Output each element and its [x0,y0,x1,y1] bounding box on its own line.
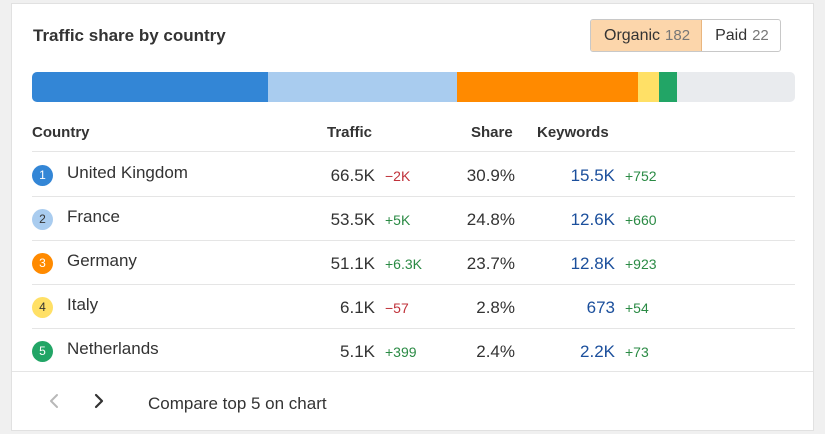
share-bar-segment[interactable] [32,72,268,102]
table-header: Country Traffic Share Keywords [32,120,795,152]
paid-toggle-button[interactable]: Paid 22 [702,20,780,51]
traffic-value: 66.5K [330,166,375,185]
column-header-traffic[interactable]: Traffic [327,124,373,141]
organic-toggle-button[interactable]: Organic 182 [591,20,703,51]
traffic-delta: +6.3K [385,256,422,272]
rank-badge: 1 [32,165,53,186]
share-bar-segment[interactable] [637,72,660,102]
share-bar-segment[interactable] [267,72,457,102]
traffic-delta: +5K [385,212,411,228]
traffic-value: 51.1K [330,254,375,273]
organic-label: Organic [604,26,661,44]
rank-badge: 5 [32,341,53,362]
traffic-value: 5.1K [340,342,375,361]
keywords-link[interactable]: 2.2K [580,342,615,361]
traffic-share-card: Traffic share by country Organic 182 Pai… [11,3,814,431]
rank-badge: 3 [32,253,53,274]
column-header-country[interactable]: Country [32,124,90,141]
keywords-delta: +923 [625,256,657,272]
paid-count: 22 [752,27,769,44]
share-value: 2.8% [476,298,515,317]
country-name: United Kingdom [67,163,188,182]
keywords-link[interactable]: 12.8K [570,254,615,273]
chevron-left-icon[interactable] [42,389,66,413]
share-bar-segment[interactable] [659,72,678,102]
share-value: 30.9% [466,166,515,185]
card-title: Traffic share by country [33,26,226,45]
traffic-delta: −57 [385,300,409,316]
compare-top-5-link[interactable]: Compare top 5 on chart [148,394,327,413]
keywords-delta: +54 [625,300,649,316]
traffic-value: 53.5K [330,210,375,229]
traffic-delta: −2K [385,168,411,184]
country-name: France [67,207,120,226]
card-footer: Compare top 5 on chart [12,371,813,430]
traffic-share-bar [32,72,795,102]
rank-badge: 2 [32,209,53,230]
keywords-delta: +73 [625,344,649,360]
share-value: 2.4% [476,342,515,361]
traffic-type-toggle: Organic 182 Paid 22 [590,19,781,52]
column-header-keywords[interactable]: Keywords [537,124,609,141]
traffic-delta: +399 [385,344,417,360]
keywords-link[interactable]: 673 [586,298,615,317]
traffic-value: 6.1K [340,298,375,317]
rank-badge: 4 [32,297,53,318]
organic-count: 182 [665,27,691,44]
country-name: Germany [67,251,137,270]
keywords-delta: +752 [625,168,657,184]
country-name: Netherlands [67,339,159,358]
chevron-right-icon[interactable] [87,389,111,413]
country-name: Italy [67,295,99,314]
share-value: 23.7% [466,254,515,273]
column-header-share[interactable]: Share [471,124,513,141]
share-value: 24.8% [466,210,515,229]
share-bar-segment[interactable] [456,72,638,102]
table-row: 4 Italy 6.1K −57 2.8% 673 +54 [32,285,795,329]
paid-label: Paid [715,26,748,44]
keywords-link[interactable]: 12.6K [570,210,615,229]
table-row: 3 Germany 51.1K +6.3K 23.7% 12.8K +923 [32,241,795,285]
keywords-delta: +660 [625,212,657,228]
table-row: 1 United Kingdom 66.5K −2K 30.9% 15.5K +752 [32,153,795,197]
table-row: 5 Netherlands 5.1K +399 2.4% 2.2K +73 [32,329,795,373]
table-row: 2 France 53.5K +5K 24.8% 12.6K +660 [32,197,795,241]
keywords-link[interactable]: 15.5K [570,166,615,185]
